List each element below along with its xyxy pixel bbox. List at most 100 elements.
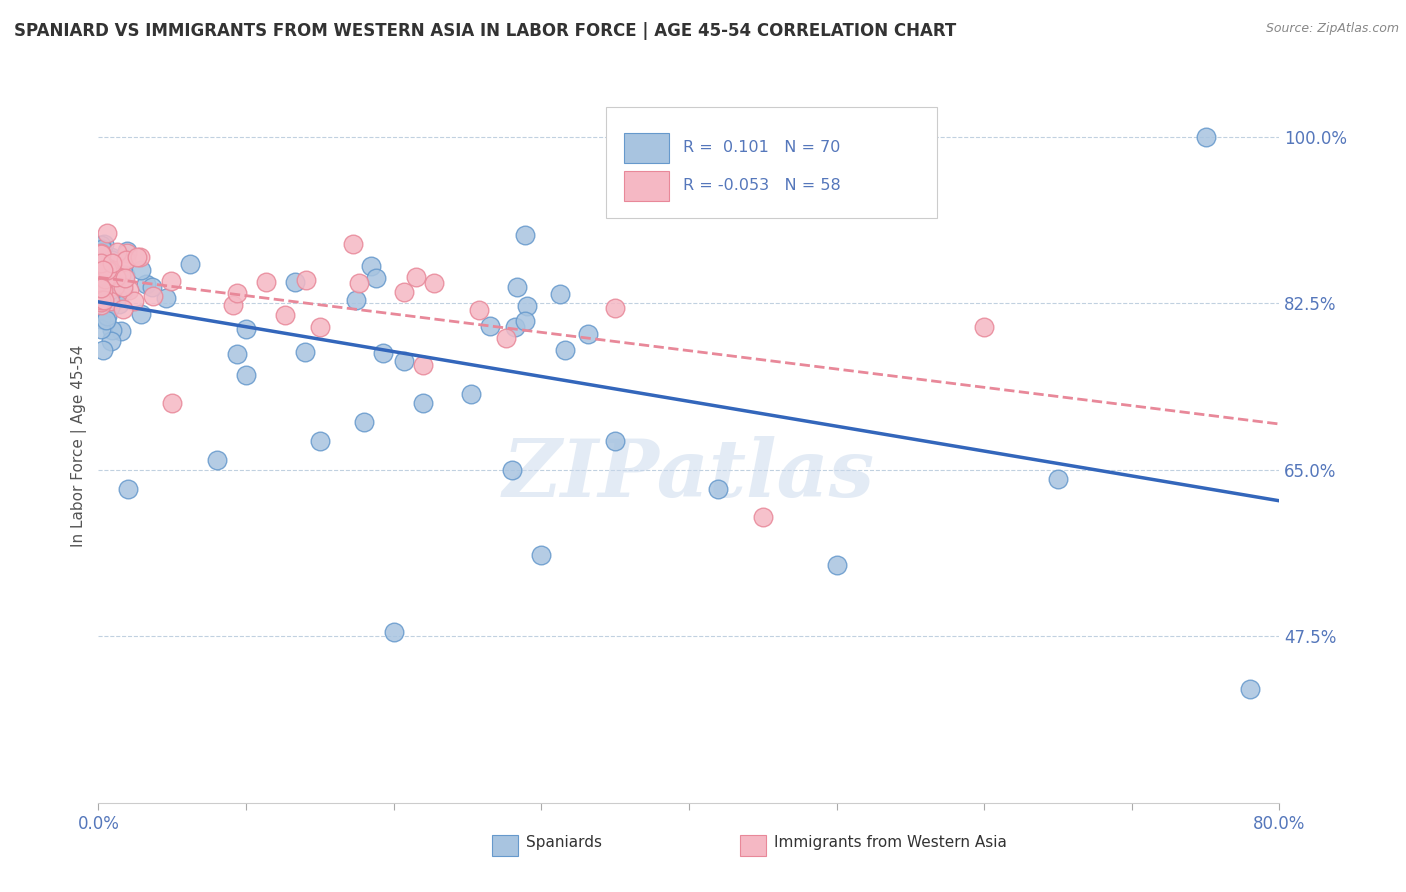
Point: [101, 278, 124, 293]
Point: [118, 283, 141, 297]
Point: [91, 242, 114, 256]
Point: [235, 368, 257, 382]
Point: [284, 275, 307, 289]
Point: [605, 434, 627, 449]
Point: [97, 265, 120, 279]
Y-axis label: In Labor Force | Age 45-54: In Labor Force | Age 45-54: [72, 345, 87, 547]
FancyBboxPatch shape: [606, 107, 936, 218]
Point: [90, 277, 112, 291]
Point: [91, 289, 114, 303]
Point: [506, 279, 529, 293]
Point: [111, 255, 134, 269]
Point: [392, 285, 415, 300]
Point: [162, 396, 183, 410]
Point: [513, 228, 536, 243]
Point: [90, 279, 112, 293]
Point: [294, 345, 316, 359]
Text: Spaniards: Spaniards: [526, 835, 602, 849]
Bar: [740, 835, 766, 856]
Point: [115, 253, 138, 268]
Point: [90, 238, 112, 252]
Point: [142, 288, 165, 302]
Point: [96, 262, 118, 277]
Point: [98, 266, 121, 280]
Point: [98, 268, 121, 282]
Bar: [492, 835, 517, 856]
Point: [274, 308, 297, 322]
Point: [100, 334, 122, 348]
Point: [1239, 681, 1261, 696]
Point: [405, 269, 427, 284]
Point: [100, 288, 122, 302]
Point: [110, 325, 132, 339]
Point: [90, 298, 112, 312]
Point: [159, 274, 181, 288]
Point: [98, 300, 121, 314]
Point: [96, 313, 118, 327]
Point: [105, 270, 128, 285]
Point: [347, 277, 370, 291]
Point: [100, 250, 122, 264]
Point: [90, 270, 112, 285]
Point: [235, 322, 257, 336]
Point: [114, 268, 136, 282]
Point: [501, 463, 523, 477]
Point: [360, 259, 382, 273]
Point: [366, 270, 388, 285]
Point: [111, 280, 134, 294]
Point: [107, 297, 129, 311]
Point: [90, 247, 112, 261]
Point: [90, 281, 112, 295]
Point: [90, 276, 112, 290]
Text: ZIPatlas: ZIPatlas: [503, 436, 875, 513]
Point: [392, 354, 415, 368]
Point: [107, 292, 129, 306]
Text: Immigrants from Western Asia: Immigrants from Western Asia: [773, 835, 1007, 849]
Point: [90, 293, 112, 308]
Point: [516, 299, 538, 313]
Point: [309, 320, 332, 334]
Point: [412, 396, 434, 410]
Point: [105, 244, 128, 259]
Point: [100, 252, 122, 267]
Point: [90, 294, 112, 309]
Point: [94, 272, 117, 286]
Point: [117, 482, 139, 496]
Point: [353, 415, 375, 429]
Point: [295, 273, 318, 287]
Point: [460, 386, 482, 401]
Point: [825, 558, 848, 572]
Point: [90, 256, 112, 270]
Text: R =  0.101   N = 70: R = 0.101 N = 70: [683, 140, 841, 155]
Point: [117, 244, 139, 258]
Point: [93, 293, 115, 307]
Point: [104, 278, 127, 293]
Point: [90, 259, 112, 273]
Point: [342, 236, 364, 251]
Point: [114, 270, 136, 285]
Point: [141, 280, 163, 294]
Point: [412, 358, 434, 372]
Point: [110, 268, 132, 282]
Point: [90, 321, 112, 335]
Point: [111, 285, 134, 299]
Point: [98, 263, 121, 277]
Point: [707, 482, 730, 496]
Bar: [624, 170, 669, 201]
Point: [309, 434, 332, 449]
Point: [125, 251, 148, 265]
Point: [111, 301, 134, 316]
Text: SPANIARD VS IMMIGRANTS FROM WESTERN ASIA IN LABOR FORCE | AGE 45-54 CORRELATION : SPANIARD VS IMMIGRANTS FROM WESTERN ASIA…: [14, 22, 956, 40]
Point: [98, 283, 121, 297]
Point: [344, 293, 367, 308]
Point: [129, 251, 152, 265]
Point: [478, 318, 501, 333]
Point: [973, 320, 995, 334]
Point: [103, 279, 125, 293]
Point: [96, 226, 118, 240]
Point: [513, 314, 536, 328]
Point: [554, 343, 576, 358]
Point: [155, 291, 177, 305]
Point: [179, 257, 201, 271]
Point: [91, 263, 114, 277]
